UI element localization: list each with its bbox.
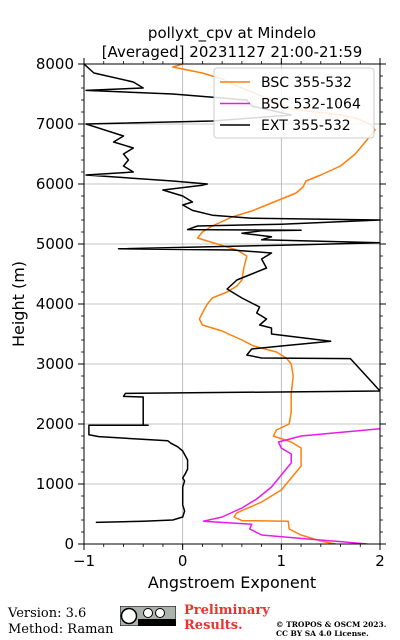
legend-label-3: EXT 355-532 [261,118,351,134]
y-tick-label: 2000 [36,415,74,433]
y-tick-label: 1000 [36,475,74,493]
legend: BSC 355-532 BSC 532-1064 EXT 355-532 [213,67,375,139]
y-axis-label: Height (m) [9,261,28,347]
y-tick-label: 7000 [36,115,74,133]
preliminary-line2: Results. [184,618,243,633]
x-tick-label: 1 [277,552,287,570]
x-tick-label: 2 [375,552,385,570]
angstroem-exponent-chart: pollyxt_cpv at Mindelo [Averaged] 202311… [9,24,386,592]
legend-label-2: BSC 532-1064 [261,97,361,113]
y-tick-label: 0 [64,535,74,553]
y-tick-label: 6000 [36,175,74,193]
legend-box [213,67,375,139]
copyright-line2: CC BY SA 4.0 License. [276,629,369,638]
cc-by-sa-logo [120,606,176,626]
y-tick-label: 3000 [36,355,74,373]
series-line-2 [202,428,380,544]
method-text: Method: Raman [8,622,114,637]
chart-title-line2: [Averaged] 20231127 21:00-21:59 [102,43,363,61]
x-tick-label: 0 [178,552,188,570]
copyright-line1: © TROPOS & OSCM 2023. [276,620,387,629]
version-text: Version: 3.6 [8,606,87,621]
chart-title-line1: pollyxt_cpv at Mindelo [148,24,316,43]
preliminary-line1: Preliminary [184,603,270,618]
x-axis-label: Angstroem Exponent [148,573,316,592]
series-line-3 [84,64,380,524]
y-tick-label: 5000 [36,235,74,253]
x-tick-label: −1 [73,552,95,570]
y-tick-label: 8000 [36,55,74,73]
legend-label-1: BSC 355-532 [261,75,352,91]
y-tick-label: 4000 [36,295,74,313]
